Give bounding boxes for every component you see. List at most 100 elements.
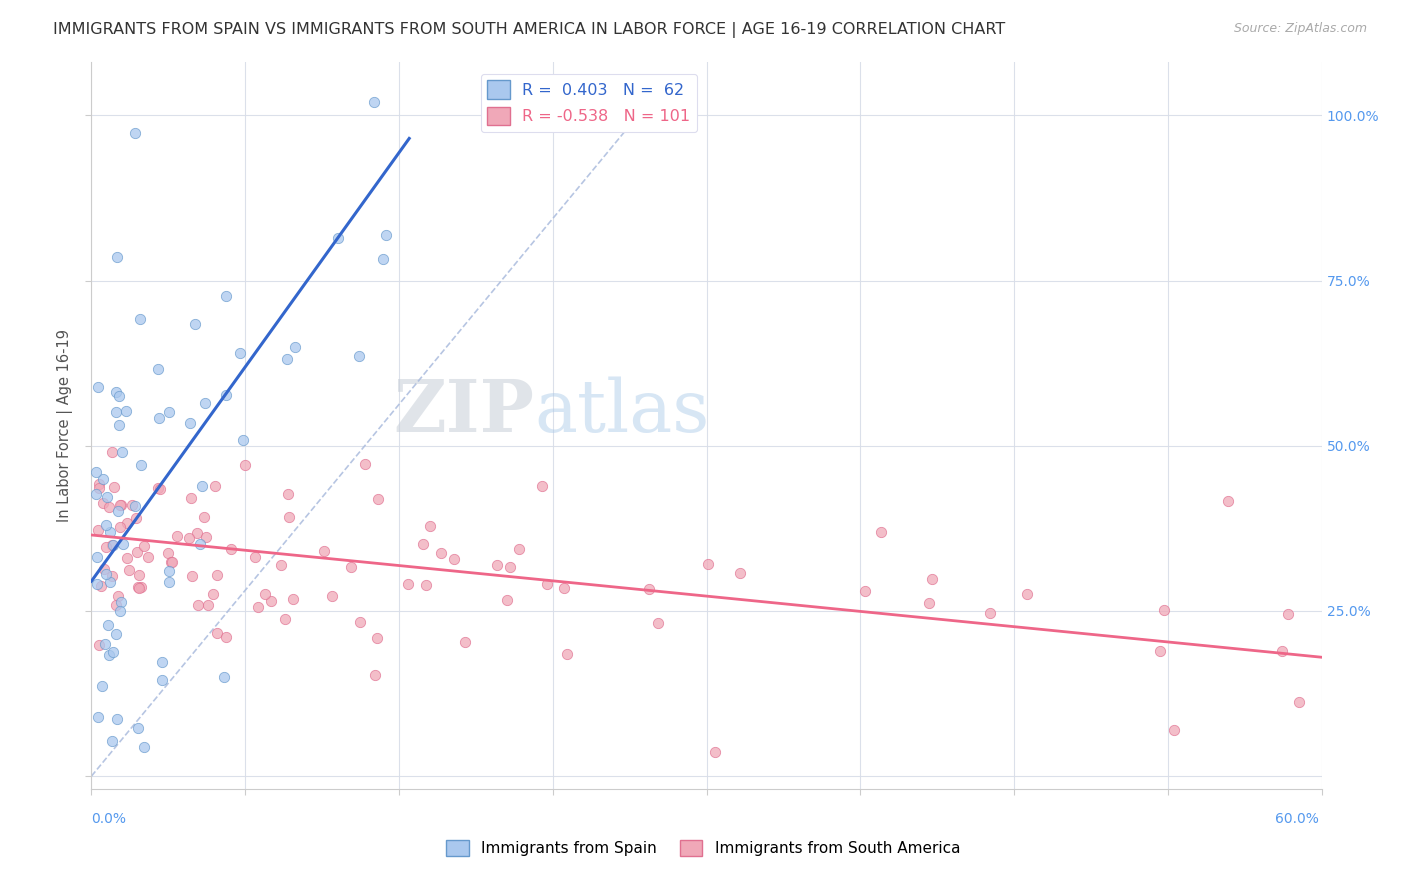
Point xyxy=(105,599,128,613)
Point xyxy=(100,574,122,589)
Point xyxy=(205,568,228,582)
Point xyxy=(157,405,180,419)
Point xyxy=(118,563,141,577)
Point xyxy=(214,289,236,303)
Point xyxy=(235,458,257,472)
Point xyxy=(96,566,118,581)
Point xyxy=(97,618,120,632)
Point xyxy=(136,549,159,564)
Point xyxy=(98,525,121,540)
Point xyxy=(107,389,129,403)
Point xyxy=(277,487,299,501)
Point xyxy=(179,531,201,545)
Point xyxy=(103,480,125,494)
Point xyxy=(979,606,1001,620)
Point xyxy=(728,566,751,580)
Point xyxy=(87,638,110,652)
Point xyxy=(228,345,250,359)
Point xyxy=(160,555,183,569)
Point xyxy=(194,396,217,410)
Point xyxy=(187,598,209,612)
Point xyxy=(125,545,148,559)
Point xyxy=(1017,587,1039,601)
Point xyxy=(328,231,350,245)
Point xyxy=(108,604,131,618)
Point xyxy=(555,647,578,661)
Point xyxy=(1149,643,1171,657)
Point xyxy=(921,572,943,586)
Point xyxy=(162,555,184,569)
Point xyxy=(214,387,236,401)
Point xyxy=(204,479,226,493)
Point xyxy=(87,523,110,537)
Point xyxy=(149,482,172,496)
Point xyxy=(84,487,107,501)
Point xyxy=(1277,607,1299,622)
Point xyxy=(312,544,335,558)
Point xyxy=(190,479,212,493)
Point xyxy=(97,648,120,662)
Point xyxy=(100,444,122,458)
Point xyxy=(553,581,575,595)
Point xyxy=(179,416,201,430)
Point xyxy=(508,541,530,556)
Point xyxy=(697,558,720,572)
Point xyxy=(205,626,228,640)
Point xyxy=(1288,696,1310,710)
Point xyxy=(87,709,110,723)
Point xyxy=(254,586,277,600)
Point xyxy=(181,569,204,583)
Point xyxy=(454,635,477,649)
Point xyxy=(1163,723,1185,737)
Point xyxy=(197,599,219,613)
Point xyxy=(281,591,304,606)
Point xyxy=(321,589,343,603)
Point xyxy=(128,567,150,582)
Point xyxy=(373,252,395,266)
Point xyxy=(364,667,387,681)
Point xyxy=(870,525,893,540)
Point xyxy=(84,465,107,479)
Point xyxy=(107,589,129,603)
Point xyxy=(179,491,201,505)
Point xyxy=(91,679,114,693)
Point xyxy=(367,491,389,506)
Point xyxy=(110,498,132,512)
Point xyxy=(94,637,117,651)
Point xyxy=(212,670,235,684)
Point xyxy=(115,551,138,566)
Point xyxy=(496,593,519,607)
Point xyxy=(93,562,115,576)
Point xyxy=(121,498,143,512)
Point xyxy=(214,630,236,644)
Point xyxy=(105,385,128,400)
Point xyxy=(108,417,131,432)
Point xyxy=(157,574,180,589)
Point xyxy=(105,712,128,726)
Point xyxy=(918,596,941,610)
Point xyxy=(353,457,375,471)
Point xyxy=(134,739,156,754)
Point xyxy=(270,558,292,572)
Point xyxy=(443,551,465,566)
Point xyxy=(419,518,441,533)
Point xyxy=(499,560,522,574)
Point xyxy=(188,537,211,551)
Point xyxy=(129,580,152,594)
Point xyxy=(101,538,124,552)
Point xyxy=(129,311,152,326)
Point xyxy=(89,579,111,593)
Legend: Immigrants from Spain, Immigrants from South America: Immigrants from Spain, Immigrants from S… xyxy=(440,834,966,862)
Point xyxy=(232,434,254,448)
Point xyxy=(98,500,121,514)
Point xyxy=(366,631,388,645)
Point xyxy=(349,615,371,629)
Point xyxy=(104,627,127,641)
Point xyxy=(193,510,215,524)
Point xyxy=(146,481,169,495)
Point xyxy=(273,612,295,626)
Point xyxy=(124,126,146,140)
Point xyxy=(89,477,111,491)
Point xyxy=(86,577,108,591)
Point xyxy=(107,504,129,518)
